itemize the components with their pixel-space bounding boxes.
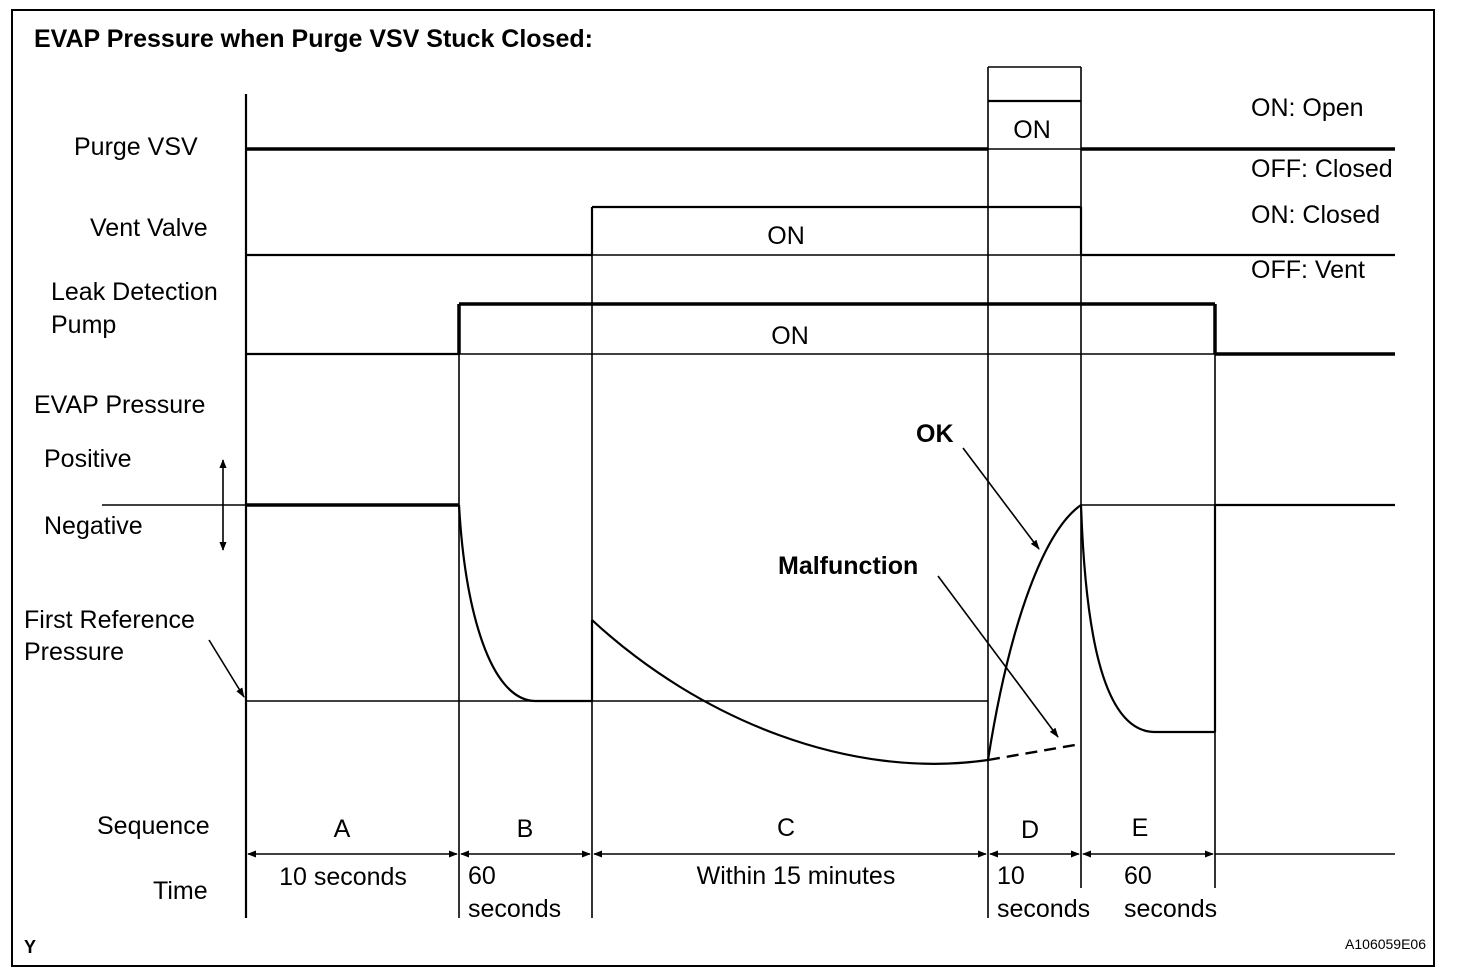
- phase-e-time-2: seconds: [1124, 895, 1217, 923]
- label-positive: Positive: [44, 445, 132, 473]
- phase-d-time-2: seconds: [997, 895, 1090, 923]
- purge-on-label: ON: [1013, 116, 1051, 144]
- diagram-title: EVAP Pressure when Purge VSV Stuck Close…: [34, 25, 593, 53]
- label-first-ref-2: Pressure: [24, 638, 124, 666]
- phase-b-time-1: 60: [468, 862, 496, 890]
- vent-on-label: ON: [767, 222, 805, 250]
- label-vent-on-closed: ON: Closed: [1251, 201, 1380, 229]
- label-purge-vsv: Purge VSV: [74, 133, 198, 161]
- phase-a-letter: A: [334, 815, 351, 843]
- ok-pointer-arrow: [962, 447, 1040, 550]
- purge-vsv-waveform: [246, 99, 1395, 151]
- phase-b-letter: B: [517, 815, 534, 843]
- label-purge-off-closed: OFF: Closed: [1251, 155, 1393, 183]
- malfunction-pointer-arrow: [937, 575, 1059, 738]
- sequence-label: Sequence: [97, 812, 210, 840]
- figure-frame: [11, 9, 1435, 967]
- phase-c-letter: C: [777, 814, 795, 842]
- corner-letter: Y: [24, 937, 36, 957]
- label-first-ref-1: First Reference: [24, 606, 195, 634]
- phase-c-time: Within 15 minutes: [697, 862, 896, 890]
- figure-code: A106059E06: [1345, 936, 1426, 952]
- label-negative: Negative: [44, 512, 143, 540]
- label-leak-pump-2: Pump: [51, 311, 116, 339]
- label-vent-valve: Vent Valve: [90, 214, 208, 242]
- vent-valve-waveform: [246, 205, 1395, 257]
- label-evap-pressure: EVAP Pressure: [34, 391, 205, 419]
- malfunction-label: Malfunction: [778, 552, 918, 580]
- phase-a-time: 10 seconds: [279, 863, 407, 891]
- phase-d-time-1: 10: [997, 862, 1025, 890]
- leak-pump-waveform: [246, 302, 1395, 356]
- phase-e-letter: E: [1132, 814, 1149, 842]
- label-vent-off-vent: OFF: Vent: [1251, 256, 1365, 284]
- malfunction-trace: [987, 742, 1082, 762]
- pump-on-label: ON: [771, 322, 809, 350]
- phase-d-letter: D: [1021, 816, 1039, 844]
- evap-pressure-waveform: [246, 503, 1395, 765]
- phase-b-time-2: seconds: [468, 895, 561, 923]
- time-label: Time: [153, 877, 208, 905]
- label-leak-pump-1: Leak Detection: [51, 278, 218, 306]
- first-ref-pointer-arrow: [208, 639, 245, 698]
- label-purge-on-open: ON: Open: [1251, 94, 1364, 122]
- ok-label: OK: [916, 420, 954, 448]
- phase-e-time-1: 60: [1124, 862, 1152, 890]
